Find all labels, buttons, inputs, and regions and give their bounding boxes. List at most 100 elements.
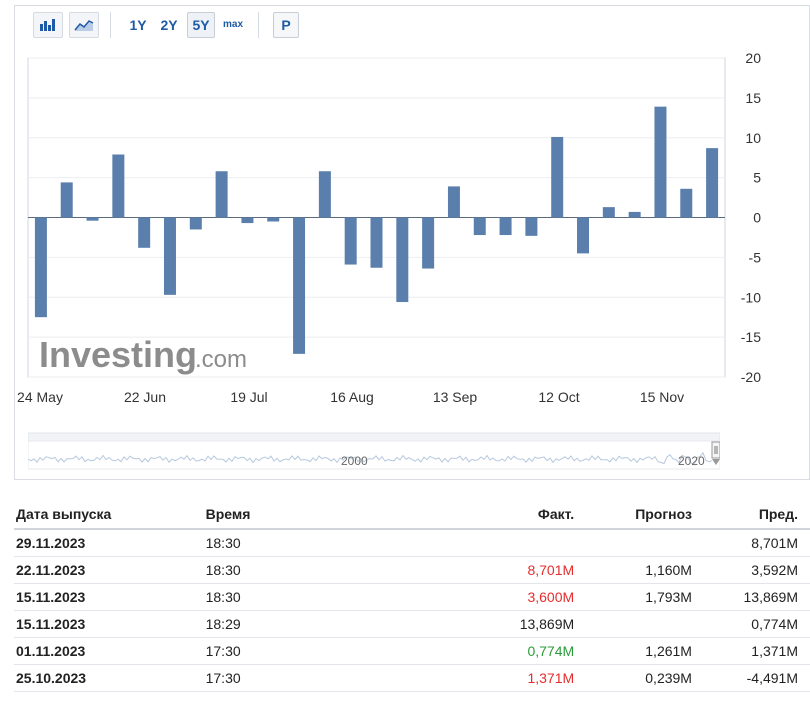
x-tick-label: 24 May [17,389,63,405]
row-forecast: 1,261M [574,637,692,665]
row-date: 29.11.2023 [14,529,204,557]
bar[interactable] [241,217,254,224]
range-1y-button[interactable]: 1Y [129,17,147,33]
header-actual[interactable]: Факт. [402,502,575,530]
navigator-down-arrow-icon[interactable] [712,459,720,465]
row-date: 01.11.2023 [14,637,204,665]
y-tick-label: 0 [753,210,761,226]
header-previous[interactable]: Пред. [691,502,810,530]
x-tick-label: 22 Jun [124,389,166,405]
bar[interactable] [654,106,667,218]
header-release-date[interactable]: Дата выпуска [14,502,204,530]
toolbar-divider [110,12,111,38]
row-date: 15.11.2023 [14,583,204,611]
p-button[interactable]: P [273,12,299,38]
table-row: 29.11.2023 18:30 8,701M [14,529,810,557]
row-actual: 1,371M [402,664,575,692]
toolbar-divider [258,12,259,38]
row-time: 18:29 [203,610,403,638]
investing-logo-suffix: .com [195,346,247,373]
bar[interactable] [680,188,693,218]
table-row: 25.10.2023 17:30 1,371M 0,239M -4,491M [14,664,810,692]
bar[interactable] [163,217,176,295]
bar[interactable] [447,186,460,218]
chart-toolbar: 1Y 2Y 5Y max P [15,6,809,46]
bar[interactable] [370,217,383,268]
row-actual: 0,774M [402,637,575,665]
row-previous: 0,774M [691,610,810,638]
bar[interactable] [706,148,719,218]
row-date: 15.11.2023 [14,610,204,638]
bar[interactable] [189,217,202,230]
bar[interactable] [499,217,512,236]
y-tick-label: -20 [741,369,761,385]
bar[interactable] [86,217,99,221]
row-time: 17:30 [203,664,403,692]
x-tick-label: 13 Sep [433,389,478,405]
y-tick-label: 20 [745,50,761,66]
row-actual [402,529,575,557]
bar[interactable] [422,217,435,269]
y-tick-label: -5 [749,249,762,265]
bar-chart-icon[interactable] [33,12,63,38]
row-time: 18:30 [203,529,403,557]
bar[interactable] [293,217,306,354]
row-previous: 1,371M [691,637,810,665]
row-forecast [574,529,692,557]
bar[interactable] [628,211,641,218]
row-previous: 3,592M [691,556,810,584]
bar[interactable] [473,217,486,236]
navigator-chart: 2000 2020 [27,431,721,471]
y-tick-label: 5 [753,170,761,186]
row-actual: 3,600M [402,583,575,611]
chart-container: 1Y 2Y 5Y max P 20 15 10 5 0 -5 -10 -15 -20 24 May… [14,5,810,480]
row-forecast: 1,793M [574,583,692,611]
x-tick-label: 16 Aug [330,389,374,405]
x-tick-label: 12 Oct [538,389,579,405]
table-row: 15.11.2023 18:30 3,600M 1,793M 13,869M [14,583,810,611]
row-time: 18:30 [203,556,403,584]
row-forecast: 1,160M [574,556,692,584]
investing-logo: Investing [39,334,197,375]
bar[interactable] [138,217,151,248]
row-previous: 8,701M [691,529,810,557]
area-chart-icon[interactable] [69,12,99,38]
navigator-handle[interactable] [711,441,721,459]
table-header-row: Дата выпуска Время Факт. Прогноз Пред. [14,502,810,530]
navigator-label-2020: 2020 [678,454,705,468]
bar[interactable] [396,217,409,303]
bar[interactable] [525,217,538,236]
row-previous: -4,491M [691,664,810,692]
y-tick-label: 15 [745,90,761,106]
y-tick-label: -15 [741,329,761,345]
row-time: 18:30 [203,583,403,611]
range-2y-button[interactable]: 2Y [160,17,178,33]
row-forecast: 0,239M [574,664,692,692]
bar[interactable] [34,217,47,318]
table-row: 15.11.2023 18:29 13,869M 0,774M [14,610,810,638]
range-max-button[interactable]: max [222,19,243,30]
row-actual: 13,869M [402,610,575,638]
bar[interactable] [215,171,228,218]
bar[interactable] [60,182,73,218]
header-forecast[interactable]: Прогноз [574,502,692,530]
bar[interactable] [344,217,357,265]
history-table: Дата выпуска Время Факт. Прогноз Пред. 2… [14,502,810,692]
bar[interactable] [551,136,564,218]
bar[interactable] [602,207,615,218]
bar[interactable] [318,171,331,218]
bar[interactable] [112,154,125,218]
x-tick-label: 19 Jul [230,389,267,405]
row-forecast [574,610,692,638]
range-5y-button[interactable]: 5Y [187,12,215,38]
bar[interactable] [577,217,590,254]
row-actual: 8,701M [402,556,575,584]
navigator[interactable]: 2000 2020 [27,431,721,471]
header-time[interactable]: Время [203,502,403,530]
y-tick-label: -10 [741,289,761,305]
x-tick-label: 15 Nov [640,389,684,405]
row-time: 17:30 [203,637,403,665]
row-previous: 13,869M [691,583,810,611]
bar[interactable] [267,217,280,222]
row-date: 22.11.2023 [14,556,204,584]
